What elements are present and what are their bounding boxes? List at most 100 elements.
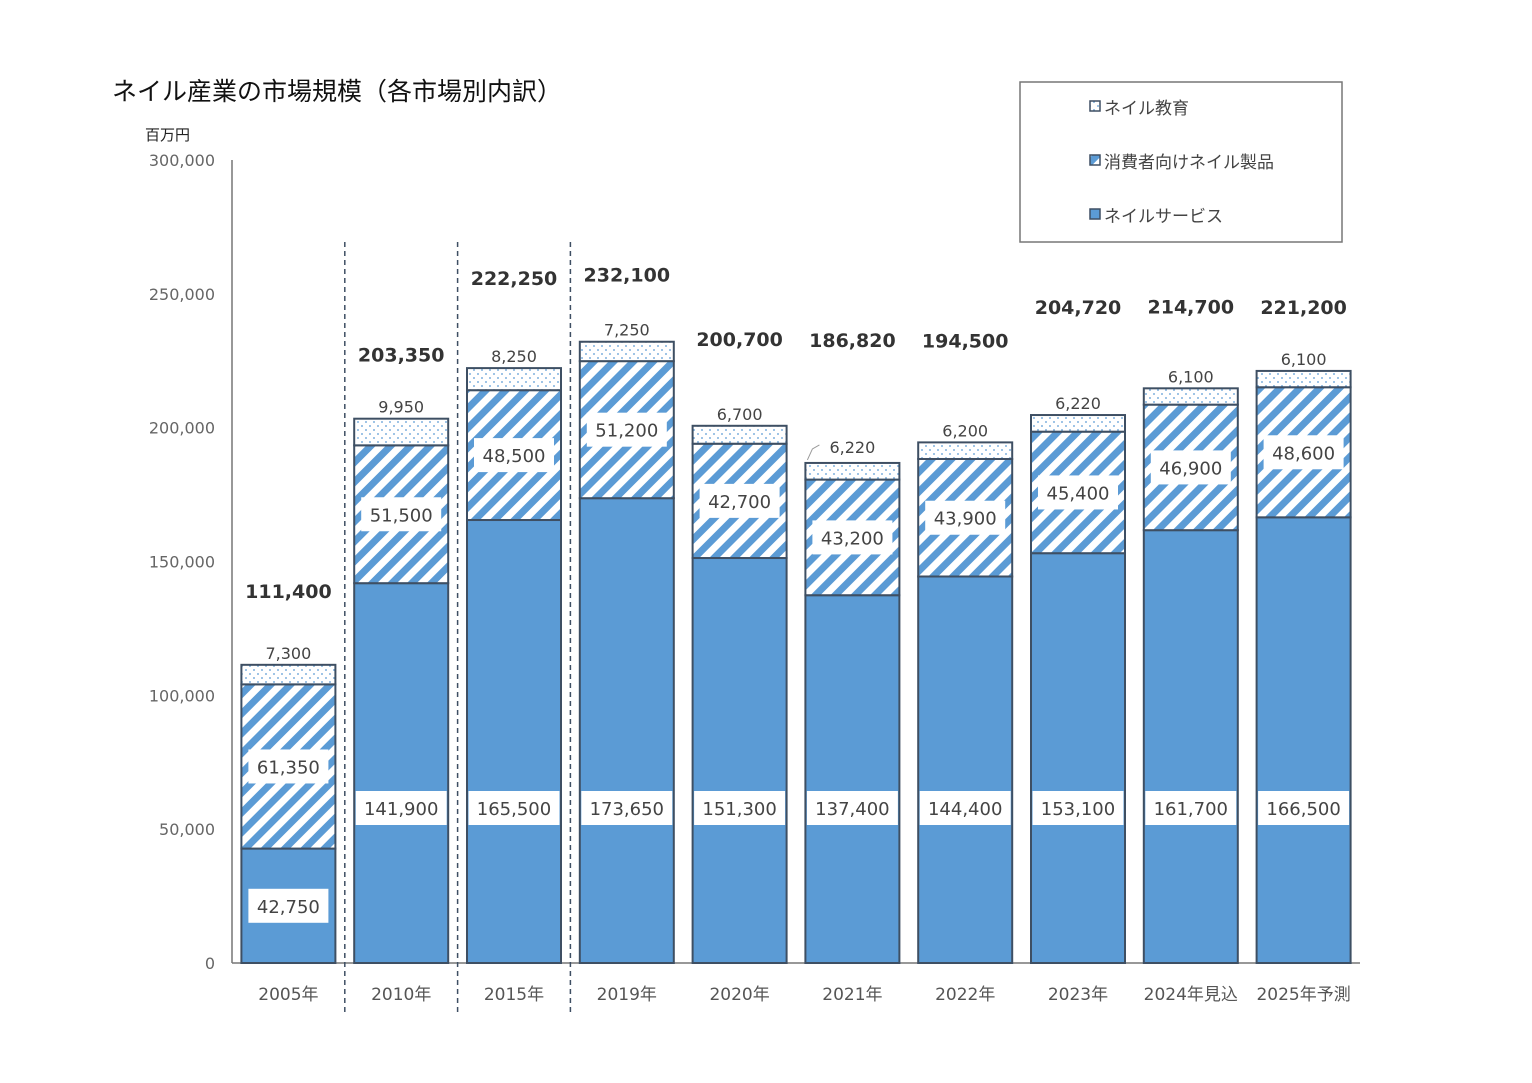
- legend-swatch-service: [1089, 208, 1101, 220]
- bar-segment-education: [804, 461, 901, 481]
- bar-segment-service: [1030, 552, 1126, 964]
- y-tick-label: 300,000: [149, 151, 215, 170]
- x-tick-label: 2005年: [258, 985, 318, 1005]
- data-label-service: 144,400: [928, 799, 1002, 820]
- bars: [240, 340, 1352, 965]
- bar-segment-education: [917, 441, 1014, 460]
- y-tick-label: 200,000: [149, 419, 215, 438]
- y-tick-label: 250,000: [149, 285, 215, 304]
- total-label: 194,500: [922, 330, 1009, 352]
- data-label-bg: [581, 791, 673, 825]
- data-label-education: 9,950: [378, 398, 424, 417]
- bar-segment-service: [1142, 529, 1239, 964]
- data-label-products: 51,200: [595, 421, 658, 442]
- data-label-education: 6,220: [1055, 394, 1101, 413]
- data-label-bg: [694, 791, 786, 825]
- legend-label-products: 消費者向けネイル製品: [1104, 153, 1274, 173]
- y-tick-label: 100,000: [149, 686, 215, 705]
- data-label-bg: [1038, 475, 1118, 510]
- data-label-products: 48,500: [483, 446, 546, 467]
- x-tick-label: 2021年: [822, 985, 882, 1005]
- data-label-bg: [248, 749, 329, 784]
- bar-segment-education: [466, 367, 562, 392]
- data-label-products: 46,900: [1159, 458, 1222, 479]
- data-labels: 42,750 61,350 7,300 111,400 141,900 51,500 9,9…: [245, 265, 1350, 923]
- data-label-bg: [1145, 791, 1237, 825]
- data-label-service: 161,700: [1154, 799, 1228, 820]
- data-label-bg: [925, 500, 1006, 535]
- legend-swatch-education: [1089, 100, 1101, 112]
- total-label: 232,100: [584, 265, 671, 287]
- data-label-products: 48,600: [1272, 443, 1335, 464]
- data-label-service: 165,500: [477, 799, 551, 820]
- legend-box: [1019, 81, 1343, 243]
- data-label-products: 61,350: [257, 757, 320, 778]
- bar-segment-education: [1030, 414, 1126, 433]
- legend-label-service: ネイルサービス: [1104, 207, 1223, 227]
- data-label-education: 6,100: [1168, 367, 1214, 386]
- bar-segment-service: [1255, 516, 1352, 965]
- bar-segment-service: [917, 575, 1014, 964]
- y-tick-label: 150,000: [149, 553, 215, 572]
- total-label: 203,350: [358, 345, 445, 367]
- data-label-service: 151,300: [702, 799, 776, 820]
- y-tick-label: 0: [205, 954, 215, 973]
- total-label: 204,720: [1035, 297, 1122, 319]
- data-label-bg: [812, 520, 893, 555]
- data-label-education: 7,300: [265, 644, 311, 663]
- data-label-bg: [1032, 791, 1124, 825]
- data-label-bg: [699, 483, 780, 518]
- data-label-service: 153,100: [1041, 799, 1115, 820]
- x-tick-label: 2020年: [709, 985, 769, 1005]
- x-tick-label: 2024年見込: [1144, 985, 1238, 1005]
- data-label-products: 43,900: [934, 509, 997, 530]
- data-label-education: 6,100: [1281, 350, 1327, 369]
- data-label-bg: [806, 791, 898, 825]
- chart-title: ネイル産業の市場規模（各市場別内訳）: [112, 77, 562, 106]
- bar-segment-education: [1142, 387, 1239, 406]
- data-label-education: 6,700: [717, 405, 763, 424]
- axes: 0 50,000 100,000 150,000 200,000 250,000 300,0…: [149, 151, 1360, 1015]
- data-label-education: 6,200: [942, 421, 988, 440]
- data-label-bg: [919, 791, 1011, 825]
- bar-segment-education: [353, 417, 450, 447]
- total-label: 221,200: [1260, 297, 1347, 319]
- data-label-products: 43,200: [821, 528, 884, 549]
- x-tick-label: 2025年予測: [1256, 985, 1350, 1005]
- data-label-bg: [586, 412, 667, 447]
- data-label-bg: [361, 497, 442, 532]
- data-label-education: 8,250: [491, 347, 537, 366]
- data-label-bg: [355, 791, 447, 825]
- data-label-bg: [474, 438, 554, 473]
- total-label: 222,250: [471, 268, 558, 290]
- data-label-products: 45,400: [1047, 483, 1110, 504]
- bar-segment-service: [804, 594, 901, 964]
- x-tick-label: 2015年: [484, 985, 544, 1005]
- total-label: 111,400: [245, 581, 332, 603]
- bar-segment-education: [691, 424, 788, 445]
- data-label-service: 173,650: [590, 799, 664, 820]
- y-axis-unit: 百万円: [145, 126, 190, 144]
- bar-segment-education: [240, 663, 337, 686]
- data-label-products: 51,500: [370, 505, 433, 526]
- bar-segment-service: [578, 497, 675, 964]
- leader-line: [806, 444, 820, 461]
- bar-segment-education: [578, 340, 675, 363]
- data-label-products: 42,700: [708, 492, 771, 513]
- bar-segment-service: [353, 582, 450, 965]
- x-tick-label: 2010年: [371, 985, 431, 1005]
- bar-segment-service: [466, 519, 562, 964]
- data-label-education: 6,220: [829, 438, 875, 457]
- total-label: 186,820: [809, 330, 896, 352]
- data-label-service: 166,500: [1266, 799, 1340, 820]
- bar-segment-service: [691, 557, 788, 964]
- data-label-education: 7,250: [604, 321, 650, 340]
- y-tick-label: 50,000: [159, 820, 215, 839]
- legend-label-education: ネイル教育: [1104, 99, 1189, 119]
- data-label-service: 42,750: [257, 897, 320, 918]
- bar-segment-education: [1255, 369, 1352, 389]
- data-label-service: 141,900: [364, 799, 438, 820]
- total-label: 200,700: [696, 329, 783, 351]
- data-label-bg: [468, 791, 560, 825]
